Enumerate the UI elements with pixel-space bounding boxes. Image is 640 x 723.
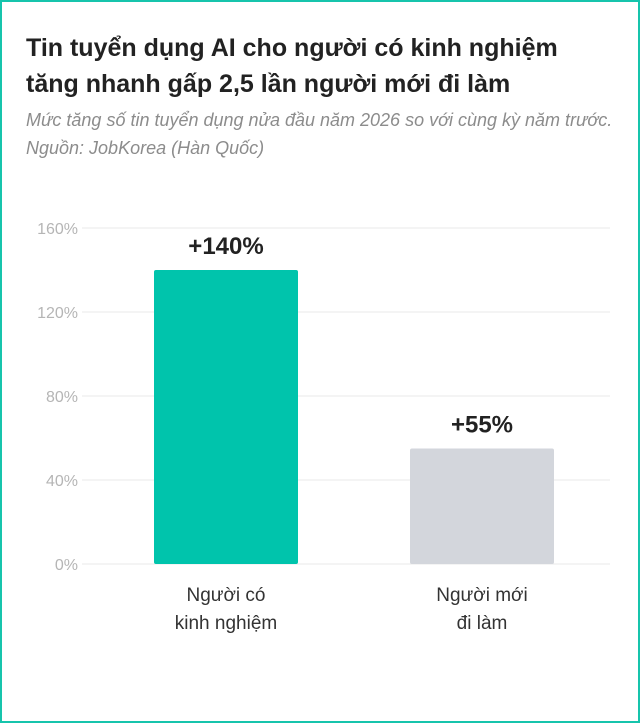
x-tick-label-line: đi làm <box>457 613 508 634</box>
bar-experienced <box>154 270 298 564</box>
bar-newcomer <box>410 448 554 564</box>
y-tick-label: 40% <box>46 473 78 490</box>
y-tick-label: 160% <box>37 221 78 238</box>
data-label: +55% <box>451 412 513 439</box>
x-tick-label: Người mới đi làm <box>436 585 527 634</box>
data-label: +140% <box>188 233 263 260</box>
x-tick-label-line: kinh nghiệm <box>175 613 277 634</box>
y-tick-label: 0% <box>55 557 78 574</box>
y-tick-label: 120% <box>37 305 78 322</box>
x-tick-label-line: Người mới <box>436 585 527 606</box>
chart-subtitle: Mức tăng số tin tuyển dụng nửa đầu năm 2… <box>26 110 613 158</box>
x-tick-label-line: Người có <box>186 585 265 606</box>
y-tick-label: 80% <box>46 389 78 406</box>
chart-title: Tin tuyển dụng AI cho người có kinh nghi… <box>26 34 558 98</box>
x-tick-label: Người có kinh nghiệm <box>175 585 277 634</box>
